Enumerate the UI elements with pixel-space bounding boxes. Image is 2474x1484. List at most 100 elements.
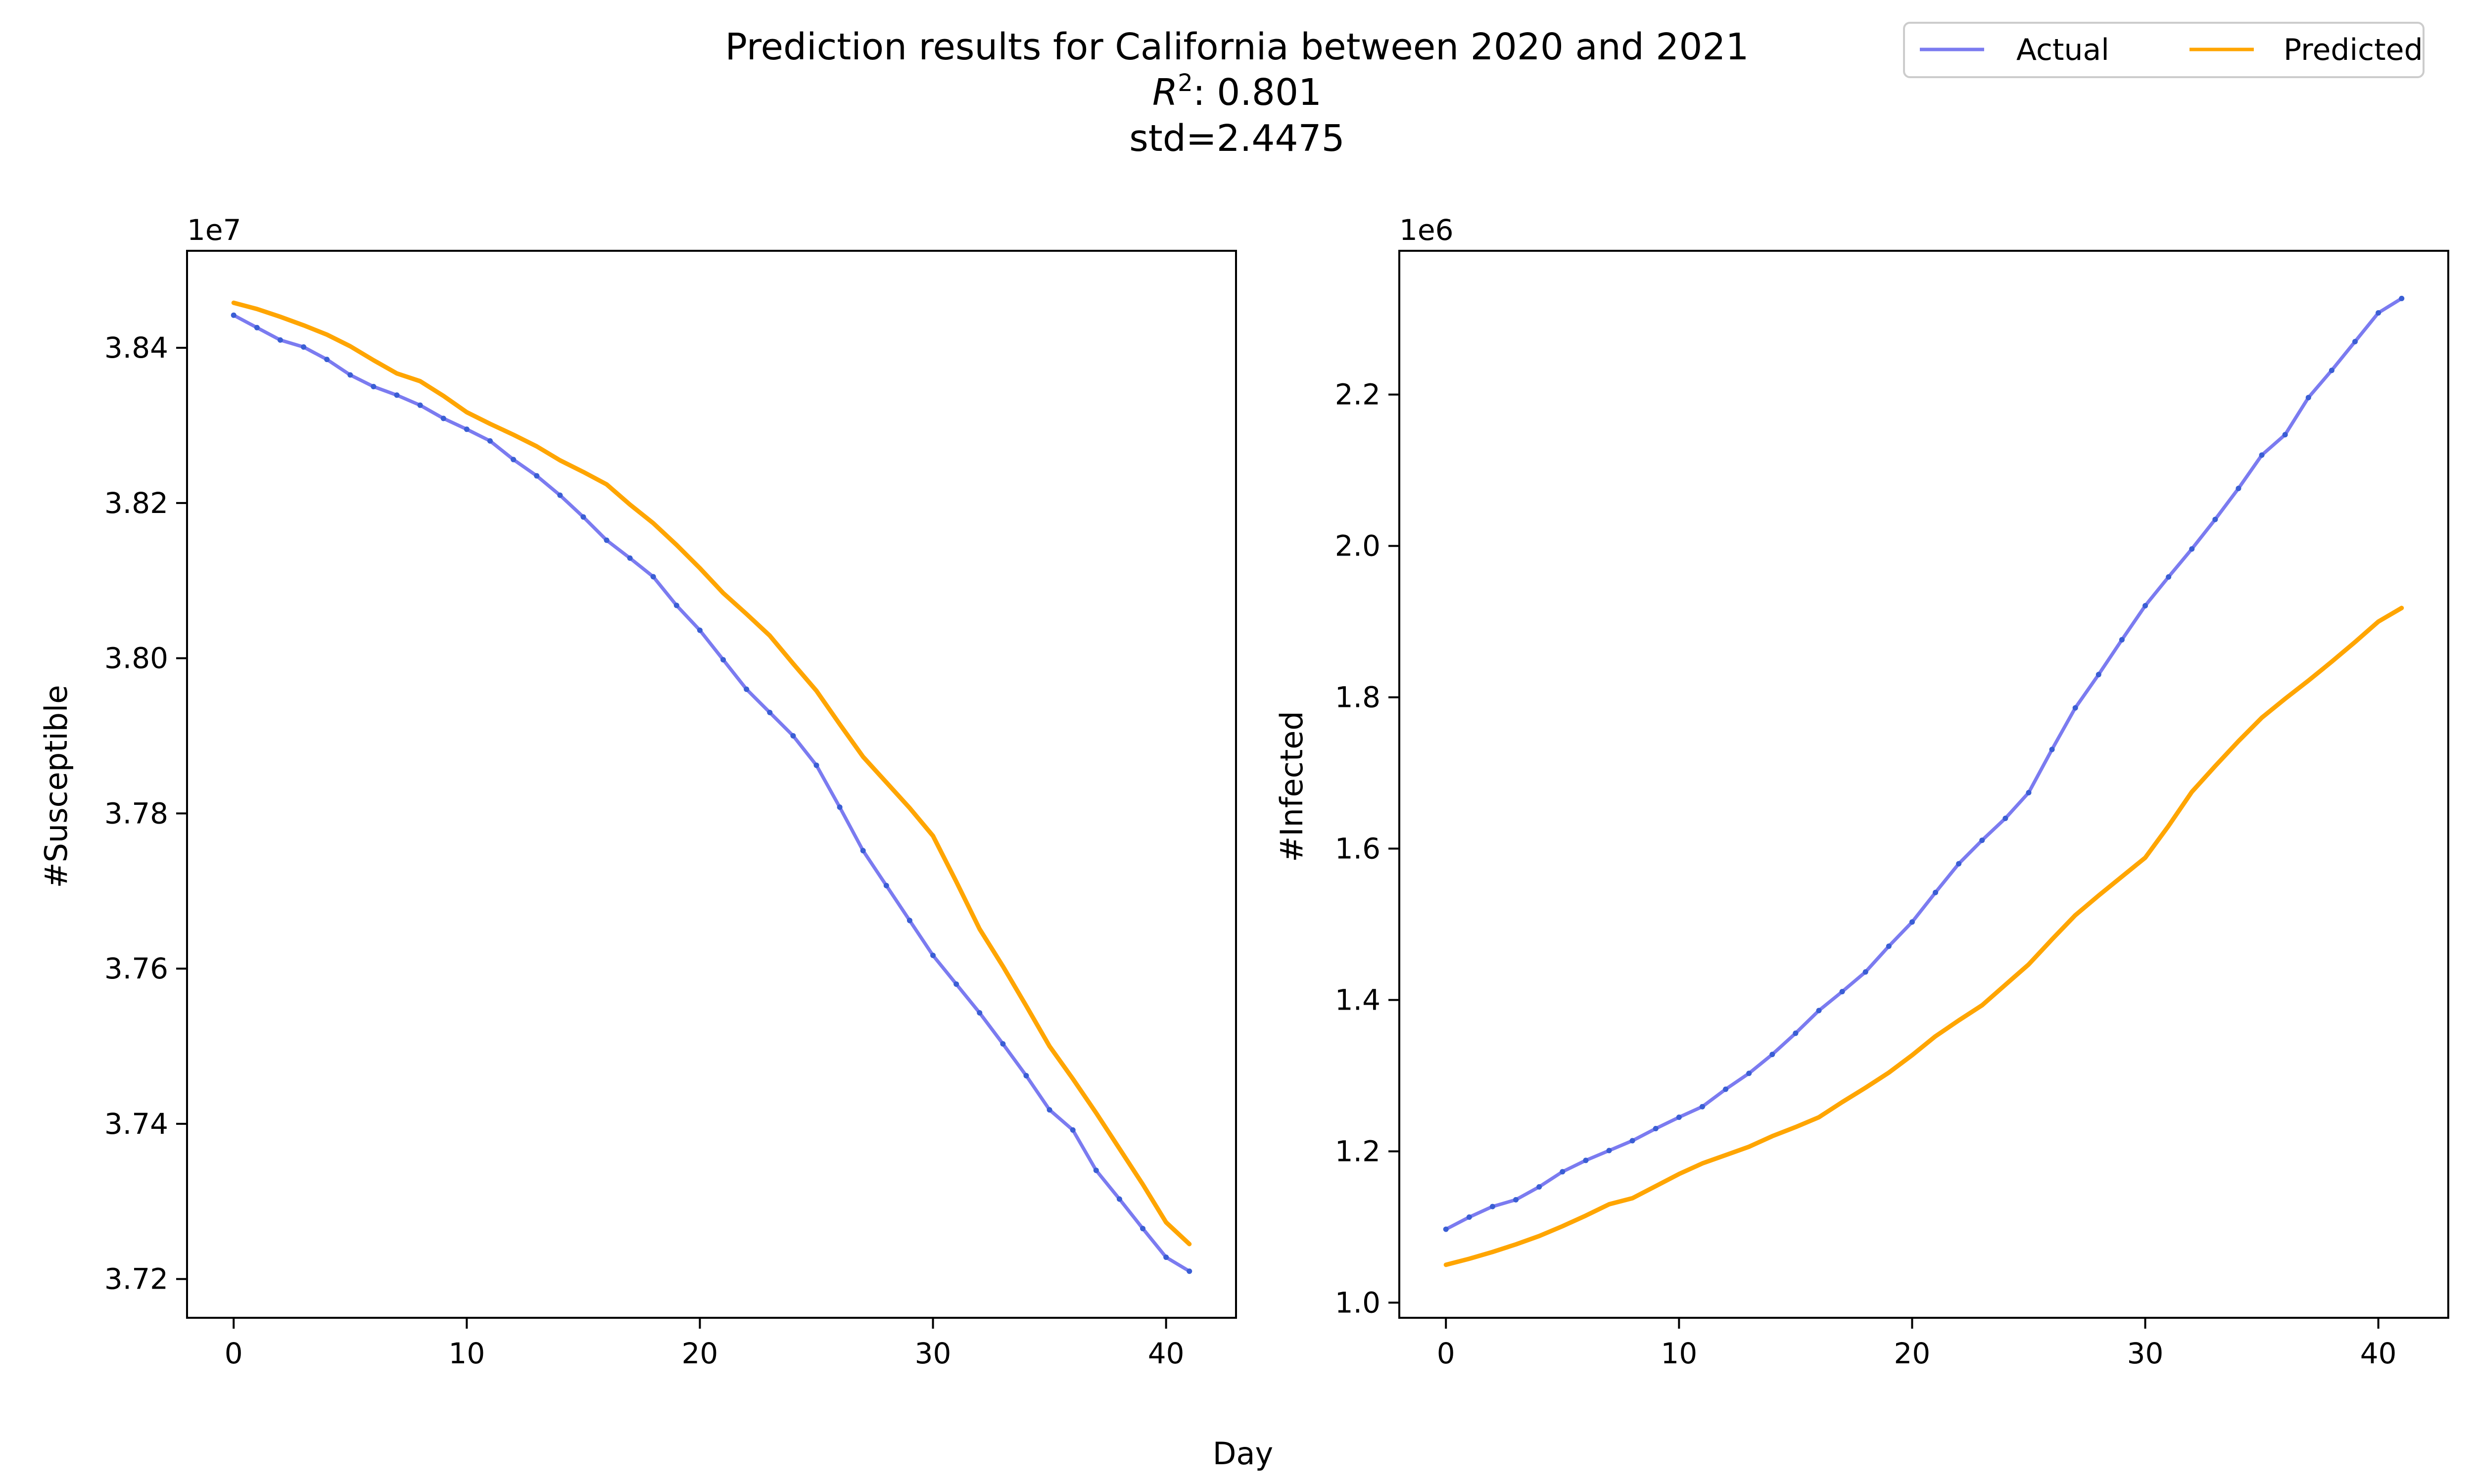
infected-actual-point	[1933, 889, 1939, 895]
infected-actual-point	[2236, 485, 2241, 491]
susceptible-xtick-label: 0	[225, 1337, 243, 1370]
infected-actual-line	[1444, 296, 2404, 1231]
infected-ylabel: #Infected	[1274, 711, 1310, 862]
infected-actual-point	[1676, 1114, 1682, 1120]
susceptible-actual-point	[1023, 1073, 1029, 1079]
susceptible-ylabel: #Susceptible	[38, 685, 74, 888]
infected-actual-point	[2142, 603, 2148, 608]
infected-actual-point	[2119, 637, 2125, 643]
susceptible-predicted-line	[231, 300, 1192, 1247]
infected-actual-point	[1653, 1126, 1659, 1132]
infected-axes-frame	[1398, 250, 2449, 1319]
infected-actual-point	[2002, 815, 2008, 821]
susceptible-actual-point	[1140, 1226, 1146, 1232]
susceptible-actual-point	[277, 337, 283, 343]
susceptible-actual-point	[767, 709, 773, 715]
r2-value: : 0.801	[1193, 71, 1322, 114]
susceptible-actual-point	[254, 325, 260, 330]
susceptible-panel: 0 10 20 30 40 3.72 3.74 3.76 3.78 3.80 3.82 3.84 1e…	[38, 213, 1237, 1370]
susceptible-actual-point	[464, 426, 470, 432]
susceptible-xtick-label: 30	[915, 1337, 952, 1370]
susceptible-actual-point	[906, 918, 912, 924]
legend-frame	[1903, 22, 2425, 78]
infected-actual-point	[2072, 705, 2078, 711]
infected-xtick-label: 30	[2127, 1337, 2164, 1370]
infected-actual-point	[1560, 1169, 1566, 1175]
susceptible-actual-point	[511, 457, 517, 463]
susceptible-actual-point	[487, 438, 493, 444]
infected-actual-point	[1793, 1030, 1799, 1036]
susceptible-ytick-label: 3.76	[104, 952, 168, 985]
infected-actual-point	[1629, 1138, 1635, 1144]
susceptible-ytick-label: 3.78	[104, 796, 168, 830]
susceptible-actual-point	[1000, 1041, 1006, 1047]
susceptible-xtick-label: 20	[682, 1337, 718, 1370]
susceptible-actual-point	[627, 555, 633, 561]
susceptible-axes-frame	[186, 250, 1237, 1319]
infected-actual-point	[1583, 1158, 1589, 1163]
susceptible-actual-point	[930, 952, 936, 958]
susceptible-actual-point	[417, 402, 423, 408]
susceptible-actual-point	[1093, 1167, 1099, 1173]
susceptible-actual-point	[860, 848, 866, 854]
susceptible-actual-point	[580, 514, 586, 520]
susceptible-actual-point	[604, 537, 610, 543]
infected-panel: 0 10 20 30 40 1.0 1.2 1.4 1.6 1.8 2.0 2.2 1e6 #Infe…	[1274, 213, 2449, 1370]
infected-actual-point	[1746, 1070, 1752, 1076]
susceptible-actual-point	[720, 657, 726, 663]
infected-xtick-label: 20	[1894, 1337, 1931, 1370]
susceptible-actual-point	[650, 574, 656, 580]
susceptible-actual-point	[301, 344, 307, 350]
infected-actual-point	[2329, 368, 2334, 373]
r2-symbol: R	[1152, 71, 1178, 114]
susceptible-actual-point	[1047, 1107, 1052, 1113]
susceptible-actual-point	[790, 733, 796, 739]
infected-actual-point	[1816, 1008, 1822, 1014]
infected-actual-point	[1513, 1197, 1519, 1203]
susceptible-actual-point	[1187, 1268, 1192, 1274]
susceptible-actual-point	[1163, 1254, 1169, 1260]
susceptible-xtick-label: 10	[448, 1337, 485, 1370]
infected-xtick-label: 10	[1661, 1337, 1697, 1370]
susceptible-actual-line	[232, 313, 1191, 1273]
infected-actual-point	[2026, 789, 2032, 795]
infected-ytick-label: 1.4	[1335, 983, 1380, 1017]
susceptible-ytick-label: 3.84	[104, 331, 168, 365]
susceptible-actual-point	[744, 686, 750, 692]
infected-predicted-line	[1443, 605, 2404, 1267]
infected-offset-text: 1e6	[1399, 213, 1454, 247]
susceptible-actual-point	[371, 384, 377, 390]
infected-plot-area: 0 10 20 30 40 1.0 1.2 1.4 1.6 1.8 2.0 2.2	[1335, 250, 2449, 1370]
infected-actual-point	[2095, 672, 2101, 678]
infected-actual-point	[1443, 1226, 1449, 1232]
infected-actual-point	[1606, 1148, 1612, 1154]
infected-actual-point	[1536, 1184, 1542, 1190]
infected-actual-point	[2049, 746, 2055, 752]
figure-title-line-1: Prediction results for California betwee…	[725, 26, 1749, 68]
susceptible-actual-point	[394, 392, 400, 398]
susceptible-actual-point	[883, 882, 889, 888]
infected-actual-point	[1886, 943, 1892, 949]
figure-title-line-3: std=2.4475	[1129, 117, 1344, 160]
susceptible-offset-text: 1e7	[187, 213, 241, 247]
susceptible-actual-point	[557, 492, 563, 498]
infected-actual-point	[1839, 989, 1845, 995]
susceptible-xtick-label: 40	[1148, 1337, 1185, 1370]
infected-actual-point	[1699, 1104, 1705, 1110]
susceptible-ytick-label: 3.72	[104, 1262, 168, 1296]
infected-actual-point	[2305, 395, 2311, 401]
infected-actual-point	[1723, 1086, 1729, 1092]
infected-actual-point	[1979, 837, 1985, 843]
susceptible-actual-point	[1070, 1127, 1076, 1133]
shared-xlabel: Day	[1213, 1436, 1273, 1472]
r2-superscript: 2	[1178, 69, 1193, 97]
infected-actual-point	[2399, 295, 2405, 301]
infected-actual-point	[1769, 1052, 1775, 1058]
infected-actual-point	[2352, 339, 2358, 345]
susceptible-actual-point	[977, 1010, 983, 1016]
infected-ytick-label: 1.6	[1335, 832, 1380, 866]
legend-predicted-label: Predicted	[2284, 33, 2423, 67]
susceptible-actual-point	[953, 981, 959, 987]
infected-xtick-label: 0	[1437, 1337, 1455, 1370]
